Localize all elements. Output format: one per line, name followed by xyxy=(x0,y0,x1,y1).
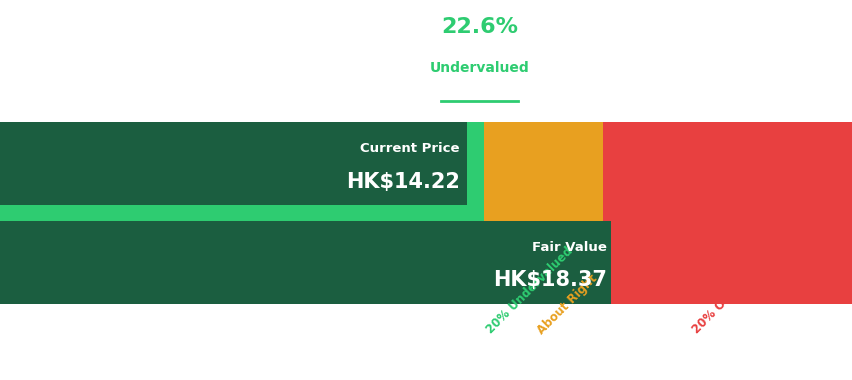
Bar xyxy=(0,221,602,304)
Bar xyxy=(483,122,602,304)
Text: 20% Undervalued: 20% Undervalued xyxy=(483,245,574,337)
Text: Fair Value: Fair Value xyxy=(532,241,607,254)
Text: HK$18.37: HK$18.37 xyxy=(492,271,607,290)
Text: About Right: About Right xyxy=(534,272,599,337)
Text: HK$14.22: HK$14.22 xyxy=(345,172,459,192)
Text: 22.6%: 22.6% xyxy=(440,17,517,36)
Bar xyxy=(504,221,611,304)
Text: 20% Overvalued: 20% Overvalued xyxy=(689,251,774,337)
Text: Current Price: Current Price xyxy=(360,142,459,155)
Bar xyxy=(0,122,466,205)
Text: Undervalued: Undervalued xyxy=(429,62,528,75)
Bar xyxy=(602,122,852,304)
Bar xyxy=(0,122,483,304)
